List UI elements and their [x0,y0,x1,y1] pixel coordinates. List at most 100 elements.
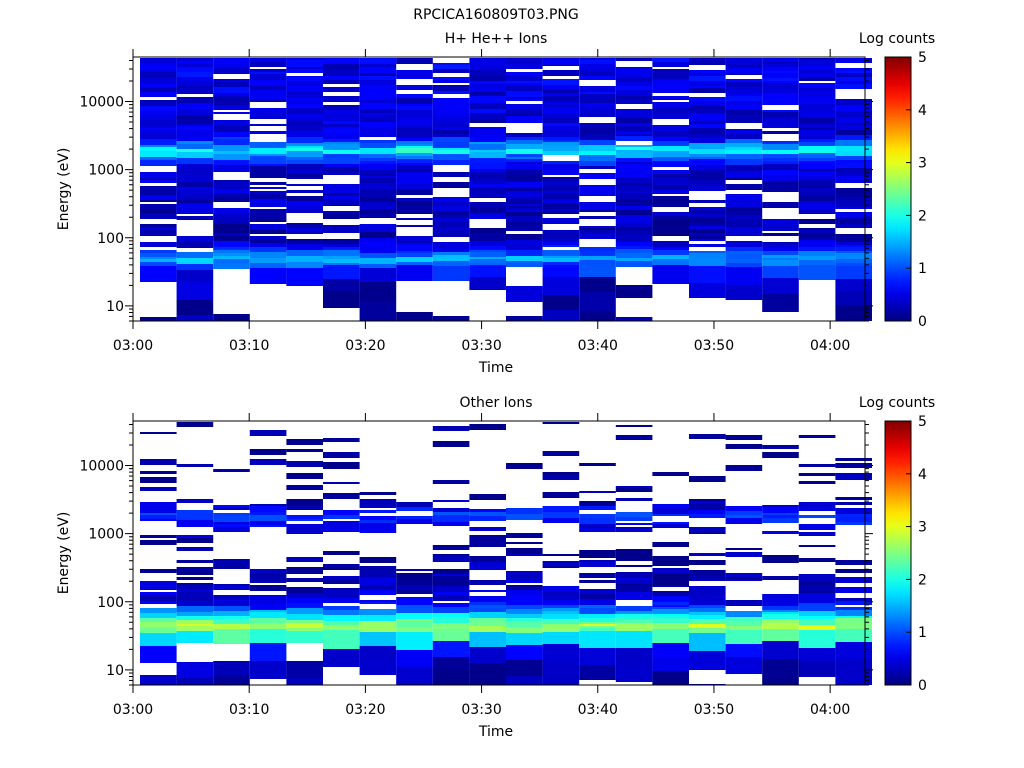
heatmap-cell [469,158,506,163]
heatmap-cell [579,210,616,212]
heatmap-cell [176,120,214,124]
heatmap-cell [762,245,799,247]
heatmap-cell [432,244,470,247]
colorbar-tick-label: 0 [918,314,927,330]
heatmap-cell [506,222,543,225]
heatmap-cell [323,164,360,167]
heatmap-cell [140,130,177,134]
heatmap-cell [835,587,872,593]
heatmap-cell [798,83,836,88]
heatmap-cell [689,159,726,163]
heatmap-cell [689,239,726,241]
heatmap-cell [579,628,616,631]
heatmap-cell [359,85,397,91]
heatmap-cell [542,235,580,237]
heatmap-cell [213,145,250,151]
heatmap-cell [835,111,872,117]
heatmap-cell [286,557,323,562]
colorbar-tick-label: 0 [918,678,927,694]
heatmap-cell [140,242,177,247]
heatmap-cell [213,233,250,236]
heatmap-cell [286,614,323,620]
heatmap-cell [798,507,836,509]
heatmap-cell [798,136,836,139]
heatmap-cell [725,267,763,285]
heatmap-cell [359,80,397,85]
heatmap-cell [506,144,543,149]
heatmap-cell [652,89,689,93]
heatmap-cell [652,623,689,629]
heatmap-cell [689,124,726,128]
heatmap-cell [359,91,397,97]
heatmap-cell [140,266,177,282]
y-tick-label: 10 [106,663,124,679]
heatmap-cell [652,98,689,100]
heatmap-cell [432,160,470,165]
heatmap-cell [725,548,763,550]
heatmap-cell [579,226,616,228]
heatmap-cell [286,108,323,114]
heatmap-cell [798,161,836,166]
heatmap-cell [542,104,580,107]
heatmap-cell [579,624,616,626]
heatmap-cell [689,86,726,88]
heatmap-cell [359,202,397,207]
heatmap-cell [798,662,836,677]
heatmap-cell [798,265,836,280]
heatmap-cell [213,527,250,532]
heatmap-cell [286,515,323,519]
heatmap-cell [323,121,360,124]
heatmap-cell [762,233,799,236]
heatmap-cell [835,242,872,245]
heatmap-cell [652,74,689,79]
heatmap-cell [615,227,653,230]
heatmap-cell [359,97,397,100]
heatmap-cell [323,588,360,590]
heatmap-cell [542,186,580,191]
heatmap-cell [323,568,360,570]
heatmap-cell [249,80,287,86]
heatmap-cell [469,101,506,103]
heatmap-cell [359,238,397,242]
heatmap-cell [396,128,433,134]
heatmap-cell [359,646,397,660]
heatmap-cell [213,513,250,516]
heatmap-cell [432,586,470,592]
heatmap-cell [615,512,653,517]
heatmap-cell [798,251,836,256]
heatmap-cell [762,452,799,458]
heatmap-cell [542,242,580,245]
heatmap-cell [359,143,397,148]
heatmap-cell [542,193,580,199]
heatmap-cell [762,594,799,600]
heatmap-cell [286,146,323,148]
y-tick-label: 100 [97,595,124,611]
heatmap-cell [652,177,689,180]
heatmap-cell [835,236,872,242]
heatmap-cell [359,176,397,178]
heatmap-cell [359,106,397,109]
heatmap-cell [542,256,580,258]
heatmap-cell [835,247,872,251]
heatmap-cell [213,256,250,259]
heatmap-cell [432,206,470,211]
heatmap-cell [689,101,726,106]
heatmap-cell [689,133,726,137]
heatmap-cell [469,494,506,500]
x-tick-label: 03:30 [461,702,501,718]
heatmap-cells [140,422,872,685]
heatmap-cell [432,574,470,576]
heatmap-cell [140,120,177,126]
heatmap-cell [835,607,872,610]
heatmap-cell [615,261,653,267]
heatmap-cell [432,127,470,130]
heatmap-cell [213,524,250,527]
heatmap-cell [542,230,580,233]
heatmap-cell [725,82,763,87]
heatmap-cell [140,84,177,87]
heatmap-cell [432,261,470,266]
heatmap-cell [140,160,177,166]
heatmap-cell [213,469,250,472]
heatmap-cell [506,595,543,600]
heatmap-cell [762,508,799,513]
